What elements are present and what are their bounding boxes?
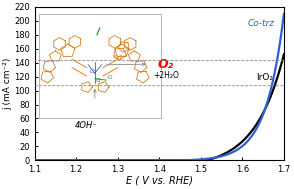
Text: Co2: Co2 bbox=[114, 55, 124, 60]
Text: O₂: O₂ bbox=[157, 58, 173, 71]
Text: Co-trz: Co-trz bbox=[247, 19, 274, 28]
X-axis label: E ( V vs. RHE): E ( V vs. RHE) bbox=[126, 176, 193, 186]
Text: Co: Co bbox=[90, 69, 97, 74]
Text: Cl: Cl bbox=[96, 78, 101, 83]
Y-axis label: j (mA cm⁻²): j (mA cm⁻²) bbox=[4, 57, 12, 110]
Text: +2H₂O: +2H₂O bbox=[153, 71, 179, 80]
Text: IrO₂: IrO₂ bbox=[256, 73, 273, 82]
Text: -Cl: -Cl bbox=[106, 75, 113, 80]
Text: 4OH⁻: 4OH⁻ bbox=[75, 121, 98, 129]
